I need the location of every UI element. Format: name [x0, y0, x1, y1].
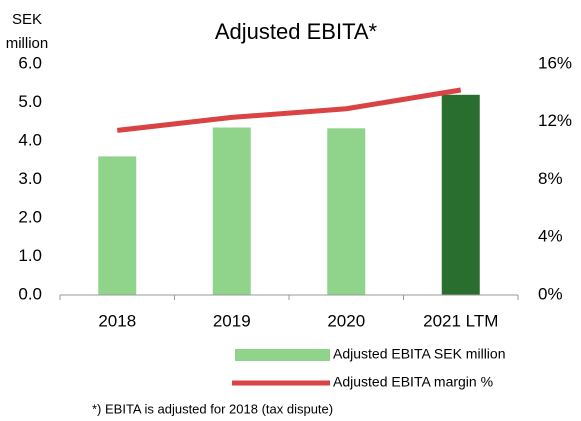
y-tick-label: 5.0: [18, 92, 42, 111]
y2-tick-label: 16%: [538, 53, 572, 72]
y-tick-label: 4.0: [18, 130, 42, 149]
bar: [98, 156, 137, 295]
y-tick-label: 6.0: [18, 53, 42, 72]
y2-tick-label: 12%: [538, 111, 572, 130]
y-tick-label: 1.0: [18, 246, 42, 265]
y-axis-label: million: [6, 35, 49, 52]
bar: [327, 128, 366, 295]
bar: [441, 94, 480, 295]
bar: [212, 127, 251, 296]
line: [116, 87, 462, 133]
y2-tick-label: 4%: [538, 227, 563, 246]
y-tick-label: 0.0: [18, 284, 42, 303]
y-tick-label: 3.0: [18, 169, 42, 188]
y2-tick-label: 8%: [538, 169, 563, 188]
x-tick-label: 2019: [213, 311, 251, 330]
y2-tick-label: 0%: [538, 284, 563, 303]
chart-title: Adjusted EBITA*: [215, 19, 378, 44]
x-tick-label: 2018: [98, 311, 136, 330]
x-tick-label: 2020: [327, 311, 365, 330]
footnote: *) EBITA is adjusted for 2018 (tax dispu…: [92, 401, 333, 416]
legend-label: Adjusted EBITA margin %: [333, 374, 493, 390]
x-tick-label: 2021 LTM: [423, 311, 498, 330]
legend-swatch: [235, 349, 330, 361]
y-axis-label: SEK: [12, 11, 42, 28]
legend-label: Adjusted EBITA SEK million: [333, 346, 505, 362]
y-tick-label: 2.0: [18, 207, 42, 226]
